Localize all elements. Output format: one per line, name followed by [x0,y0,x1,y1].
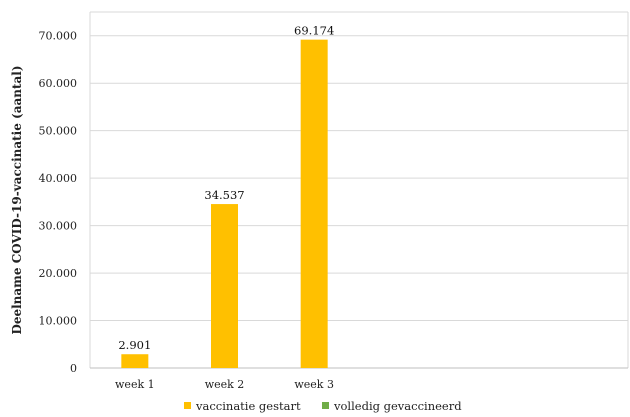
y-axis-label: Deelname COVID-19-vaccinatie (aantal) [10,65,24,334]
bar [211,204,238,368]
x-category-label: week 1 [115,378,155,391]
y-tick-label: 70.000 [39,30,78,43]
bar [300,39,328,368]
bar [121,354,149,368]
data-label: 69.174 [294,24,334,38]
legend: vaccinatie gestart volledig gevaccineerd [184,399,462,413]
x-category-label: week 2 [205,378,245,391]
y-tick-label: 0 [70,362,77,375]
y-tick-label: 20.000 [39,267,78,280]
legend-label: volledig gevaccineerd [333,399,462,413]
data-labels: 2.901 34.537 69.174 [118,24,334,353]
legend-swatch [322,402,329,409]
data-label: 34.537 [204,188,244,202]
data-label: 2.901 [118,338,151,352]
bars [121,39,328,368]
x-axis-categories: week 1 week 2 week 3 [115,378,334,391]
legend-swatch [184,402,191,409]
y-tick-label: 60.000 [39,77,78,90]
y-axis-ticks: 0 10.000 20.000 30.000 40.000 50.000 60.000 70.… [39,30,78,375]
legend-label: vaccinatie gestart [195,399,301,413]
y-tick-label: 50.000 [39,125,78,138]
gridlines [89,11,629,369]
y-tick-label: 30.000 [39,220,78,233]
y-tick-label: 10.000 [39,315,78,328]
x-category-label: week 3 [294,378,334,391]
y-tick-label: 40.000 [39,172,78,185]
